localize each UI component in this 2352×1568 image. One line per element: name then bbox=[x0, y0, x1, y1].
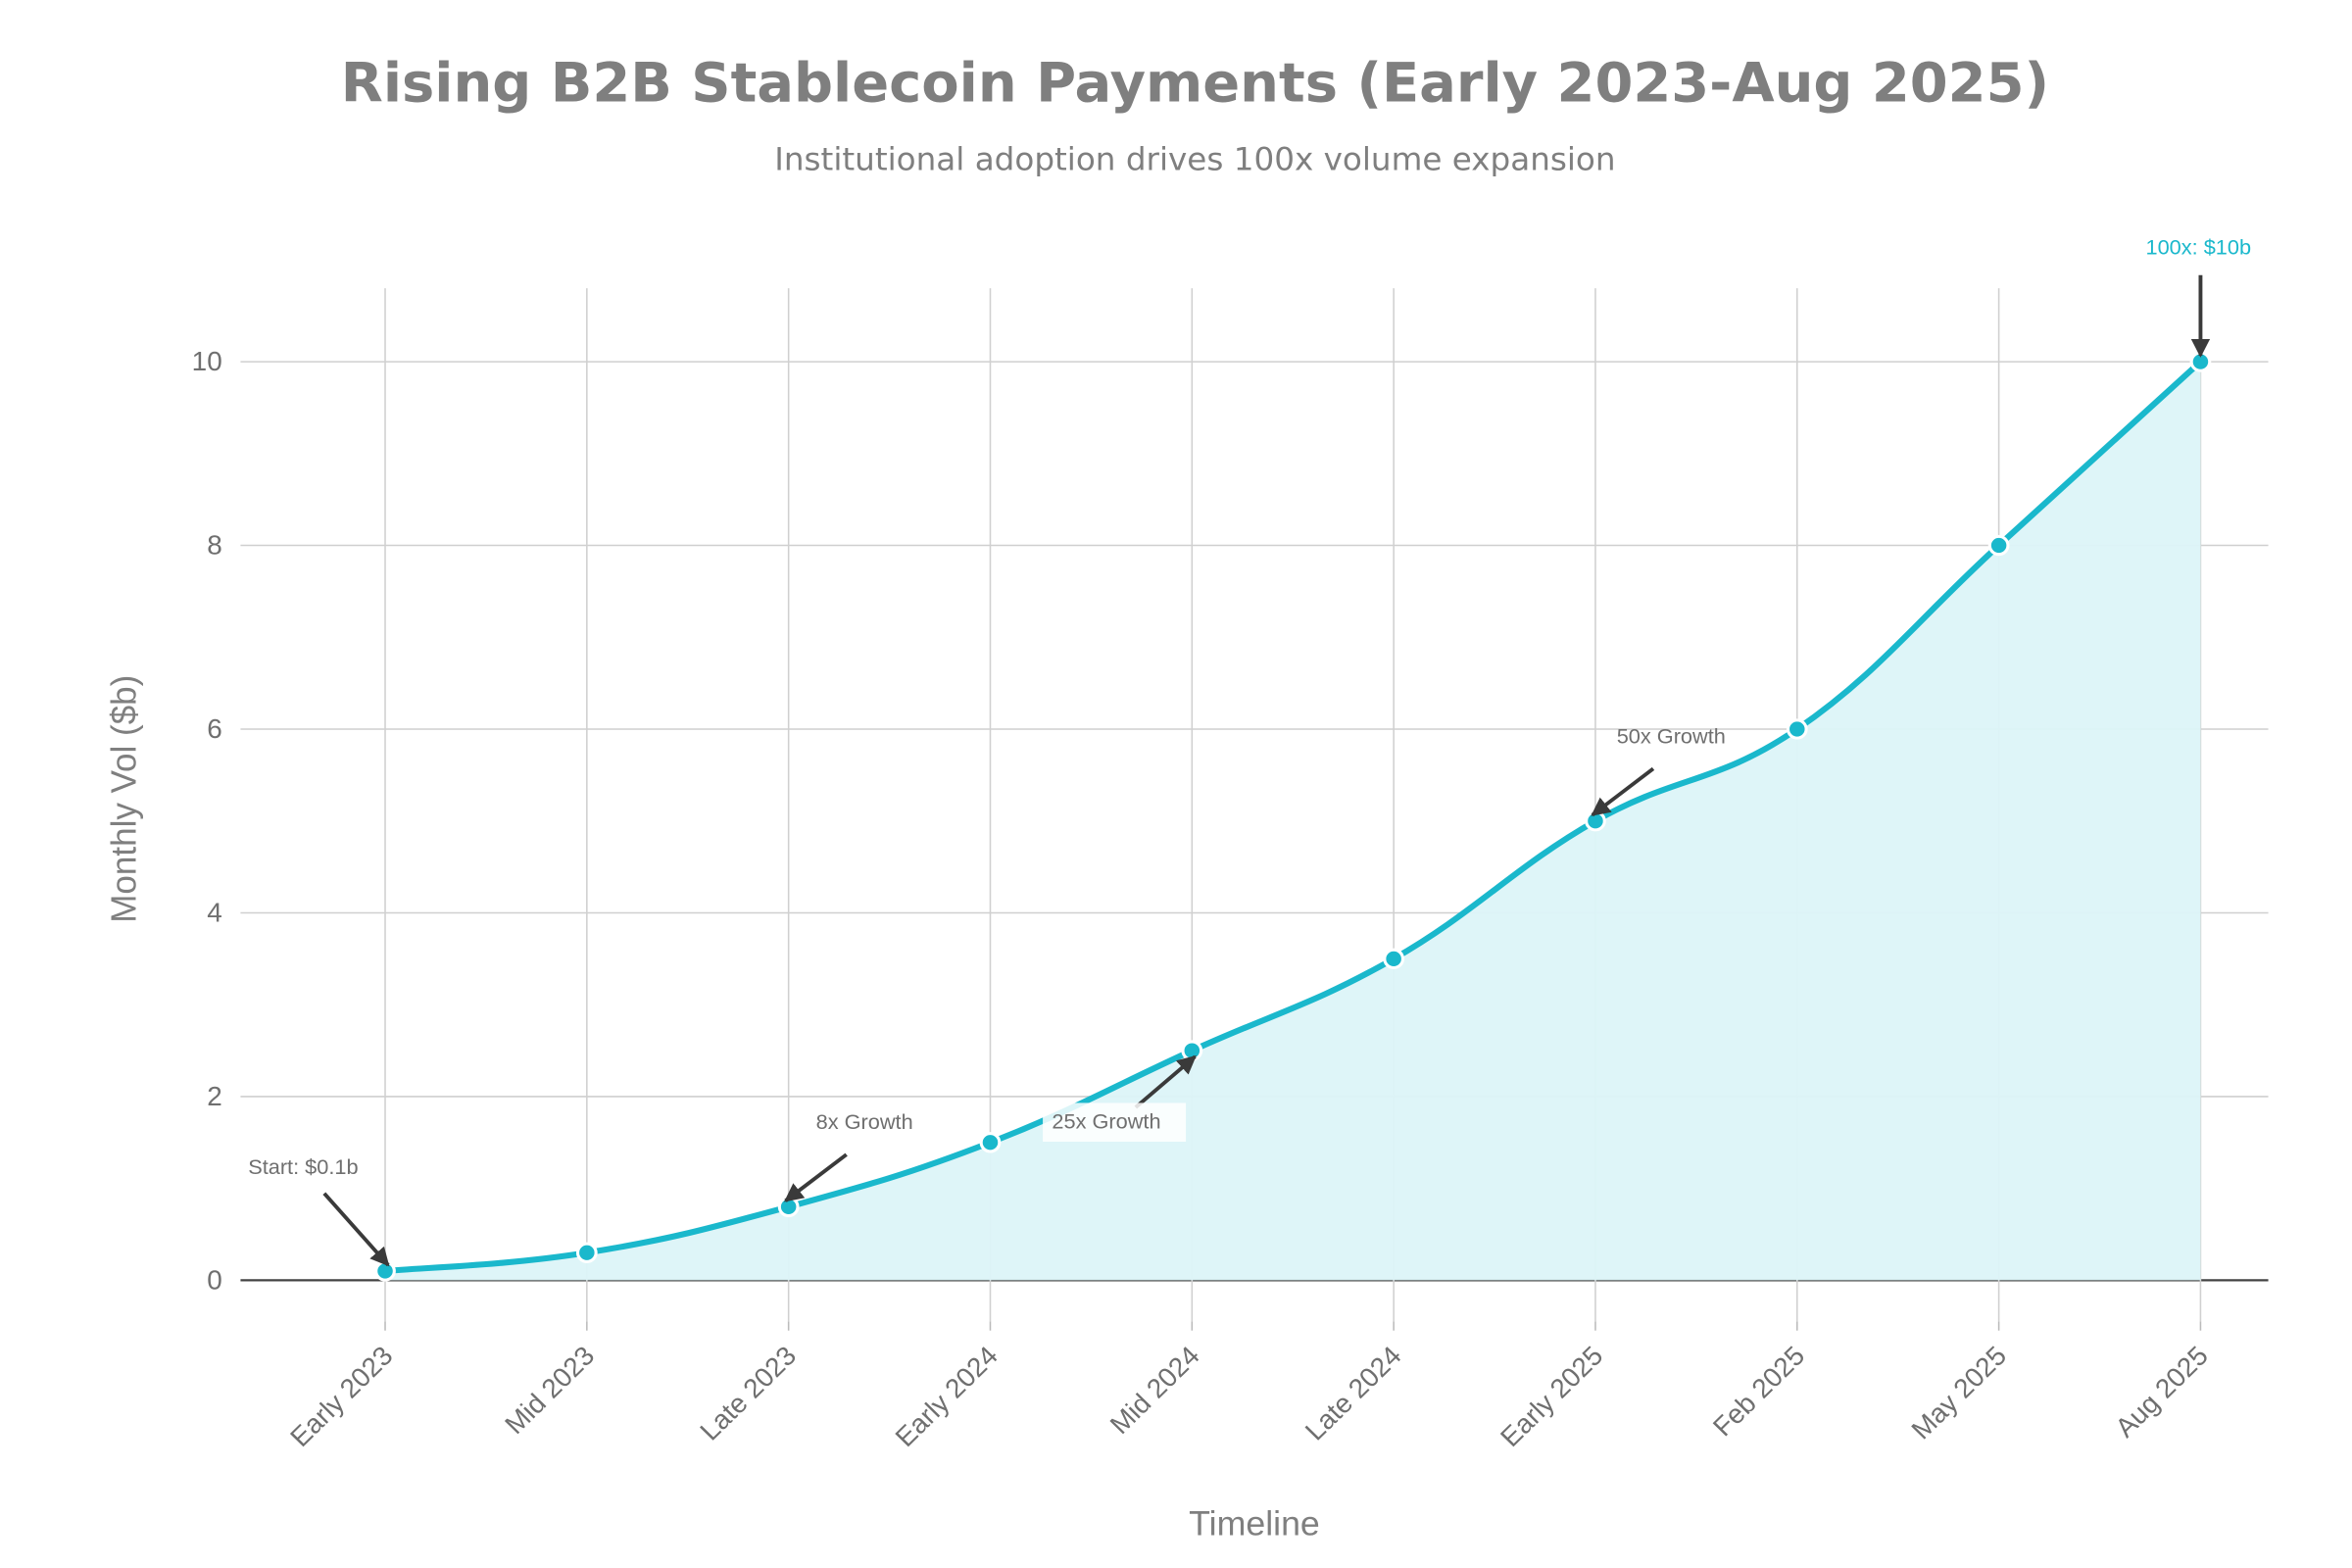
data-point bbox=[1383, 948, 1405, 969]
x-tick-label: Early 2023 bbox=[284, 1341, 399, 1452]
x-tick-label: Late 2023 bbox=[694, 1341, 802, 1446]
x-tick-label: Early 2024 bbox=[889, 1341, 1004, 1452]
annotation-label: 100x: $10b bbox=[2146, 236, 2252, 260]
x-tick-label: Feb 2025 bbox=[1707, 1341, 1811, 1443]
data-point bbox=[979, 1132, 1002, 1153]
annotation-label: 50x Growth bbox=[1617, 725, 1726, 749]
y-tick-label: 4 bbox=[207, 898, 222, 928]
data-point bbox=[1786, 718, 1808, 740]
y-axis-title: Monthly Vol ($b) bbox=[105, 675, 143, 923]
area-layer bbox=[374, 351, 2212, 1282]
data-point bbox=[1987, 534, 2010, 557]
y-tick-label: 10 bbox=[192, 346, 222, 376]
y-tick-label: 8 bbox=[207, 530, 222, 561]
x-tick-label: Early 2025 bbox=[1494, 1341, 1609, 1452]
annotation-label: 25x Growth bbox=[1052, 1109, 1160, 1133]
annotation-arrow bbox=[1134, 1054, 1197, 1109]
chart-title: Rising B2B Stablecoin Payments (Early 20… bbox=[341, 53, 2049, 115]
data-point bbox=[575, 1242, 598, 1263]
x-tick-label: Mid 2023 bbox=[499, 1341, 600, 1440]
annotation-label: Start: $0.1b bbox=[248, 1155, 358, 1179]
annotation-arrow bbox=[322, 1192, 390, 1267]
x-tick-label: Aug 2025 bbox=[2109, 1341, 2214, 1444]
area-fill bbox=[385, 362, 2201, 1281]
annotation-arrow bbox=[1591, 766, 1655, 817]
x-tick-label: May 2025 bbox=[1905, 1341, 2012, 1446]
y-tick-label: 0 bbox=[207, 1265, 222, 1296]
annotation-label: 8x Growth bbox=[816, 1110, 913, 1134]
chart-subtitle: Institutional adoption drives 100x volum… bbox=[774, 141, 1615, 178]
x-tick-label: Mid 2024 bbox=[1103, 1341, 1204, 1440]
x-axis-title: Timeline bbox=[1189, 1505, 1320, 1544]
y-tick-label: 6 bbox=[207, 713, 222, 744]
annotation-arrow bbox=[784, 1152, 848, 1202]
series-line bbox=[384, 359, 2203, 1275]
y-tick-label: 2 bbox=[207, 1081, 222, 1111]
x-tick-label: Late 2024 bbox=[1299, 1341, 1407, 1446]
annotations: Start: $0.1b 8x Growth 25x Growth 50x Growt… bbox=[248, 236, 2252, 1267]
annotation-background bbox=[1043, 1102, 1187, 1143]
data-point bbox=[374, 1260, 396, 1282]
